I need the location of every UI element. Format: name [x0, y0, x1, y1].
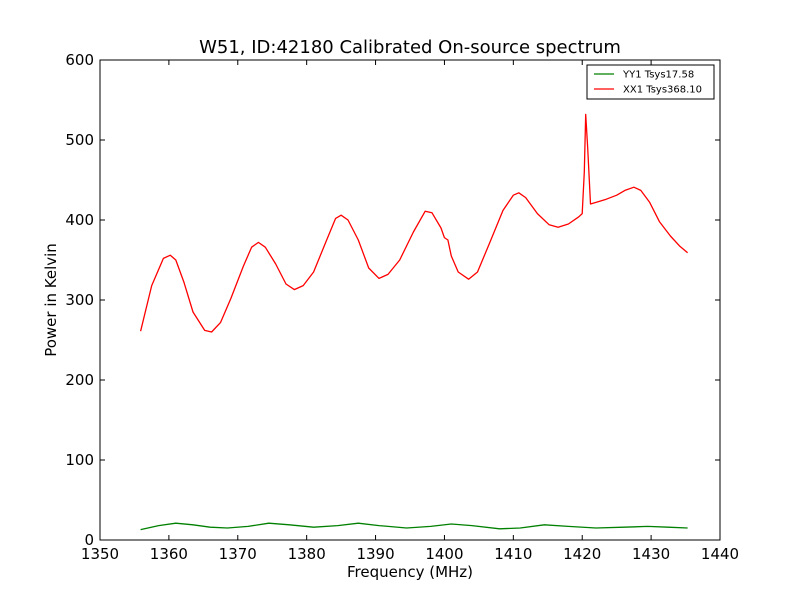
legend: YY1 Tsys17.58 XX1 Tsys368.10: [586, 64, 715, 100]
y-tick-label-6: 600: [65, 51, 94, 69]
series-line-1: [139, 113, 689, 333]
x-axis: 1350 1360 1370 1380 1390 1400 1410 1420 1430 1440: [81, 60, 739, 563]
x-tick-label-9: 1440: [701, 545, 739, 563]
x-tick-label-1: 1360: [150, 545, 188, 563]
legend-label-0: YY1 Tsys17.58: [622, 70, 694, 81]
y-tick-label-0: 0: [84, 531, 94, 549]
legend-box: [586, 64, 715, 100]
x-tick-label-6: 1410: [494, 545, 532, 563]
x-tick-label-5: 1400: [425, 545, 463, 563]
x-tick-label-4: 1390: [356, 545, 394, 563]
x-tick-label-3: 1380: [288, 545, 326, 563]
x-tick-label-8: 1430: [632, 545, 670, 563]
x-axis-label: Frequency (MHz): [347, 563, 473, 581]
legend-label-1: XX1 Tsys368.10: [623, 85, 702, 96]
x-tick-label-0: 1350: [81, 545, 119, 563]
y-tick-label-4: 400: [65, 211, 94, 229]
y-axis-label: Power in Kelvin: [42, 243, 60, 357]
x-tick-label-7: 1420: [563, 545, 601, 563]
y-axis: 0 100 200 300 400 500 600: [65, 51, 720, 549]
chart-title: W51, ID:42180 Calibrated On-source spect…: [199, 37, 621, 58]
series-layer: [139, 113, 689, 531]
y-tick-label-1: 100: [65, 451, 94, 469]
y-tick-label-5: 500: [65, 131, 94, 149]
y-tick-label-2: 200: [65, 371, 94, 389]
y-tick-label-3: 300: [65, 291, 94, 309]
x-tick-label-2: 1370: [219, 545, 257, 563]
plot-area: [100, 60, 720, 540]
series-line-0: [140, 522, 688, 531]
